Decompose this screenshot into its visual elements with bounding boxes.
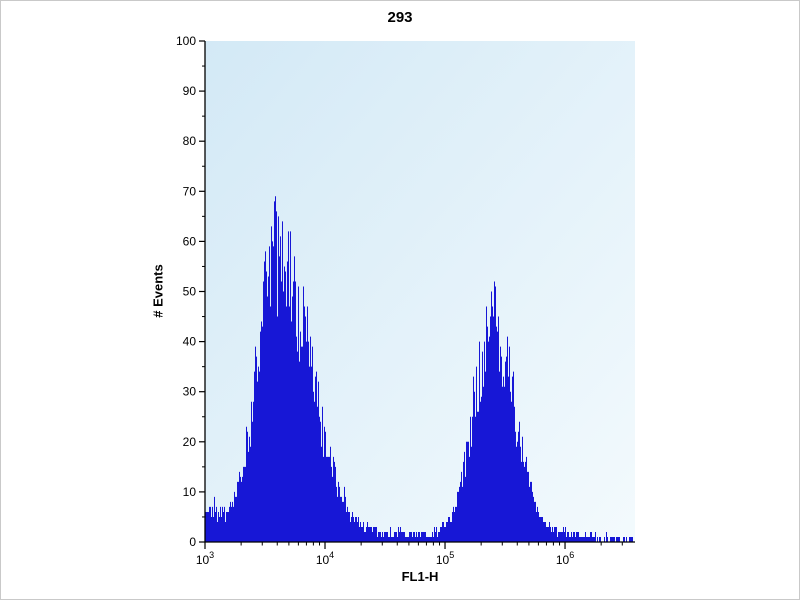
svg-text:103: 103: [196, 550, 214, 567]
x-axis-label: FL1-H: [401, 569, 439, 584]
svg-text:100: 100: [176, 34, 196, 48]
svg-text:106: 106: [556, 550, 574, 567]
svg-text:105: 105: [436, 550, 454, 567]
svg-text:104: 104: [316, 550, 334, 567]
chart-title: 293: [387, 9, 413, 26]
svg-text:20: 20: [183, 435, 197, 449]
svg-text:10: 10: [183, 485, 197, 499]
svg-text:30: 30: [183, 385, 197, 399]
svg-text:80: 80: [183, 134, 197, 148]
svg-text:50: 50: [183, 285, 197, 299]
svg-text:0: 0: [189, 535, 196, 549]
svg-text:60: 60: [183, 234, 197, 248]
svg-text:90: 90: [183, 84, 197, 98]
svg-text:40: 40: [183, 335, 197, 349]
svg-text:70: 70: [183, 184, 197, 198]
